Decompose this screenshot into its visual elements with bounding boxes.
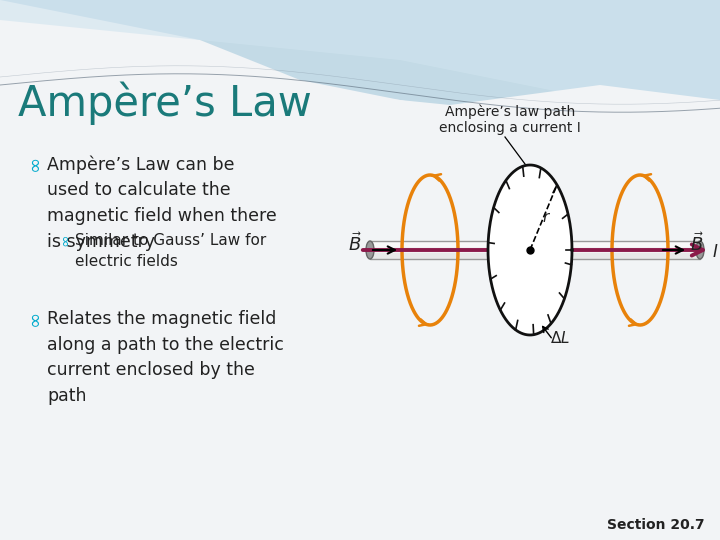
Ellipse shape [696,241,704,259]
Text: I: I [713,243,718,261]
Text: Section 20.7: Section 20.7 [608,518,705,532]
Text: Ampère’s Law: Ampère’s Law [18,82,312,125]
Text: ∞: ∞ [57,233,72,246]
Bar [370,241,700,259]
Polygon shape [488,165,572,335]
Ellipse shape [366,241,374,259]
Bar [370,241,700,253]
Text: r: r [542,210,548,225]
Text: Ampère’s law path
enclosing a current I: Ampère’s law path enclosing a current I [439,104,581,135]
Polygon shape [0,0,720,190]
Text: $\Delta L$: $\Delta L$ [550,330,570,346]
Text: $\vec{B}$: $\vec{B}$ [348,233,362,255]
Text: Relates the magnetic field
along a path to the electric
current enclosed by the
: Relates the magnetic field along a path … [47,310,284,405]
Bar [370,241,700,259]
Text: ∞: ∞ [25,155,44,171]
Bar [370,241,700,247]
Text: Ampère’s Law can be
used to calculate the
magnetic field when there
is symmetry: Ampère’s Law can be used to calculate th… [47,155,276,251]
Polygon shape [0,0,720,130]
Text: ∞: ∞ [25,310,44,326]
Polygon shape [0,85,720,540]
Text: $\vec{B}$: $\vec{B}$ [690,233,704,255]
Text: Similar to Gauss’ Law for
electric fields: Similar to Gauss’ Law for electric field… [75,233,266,269]
